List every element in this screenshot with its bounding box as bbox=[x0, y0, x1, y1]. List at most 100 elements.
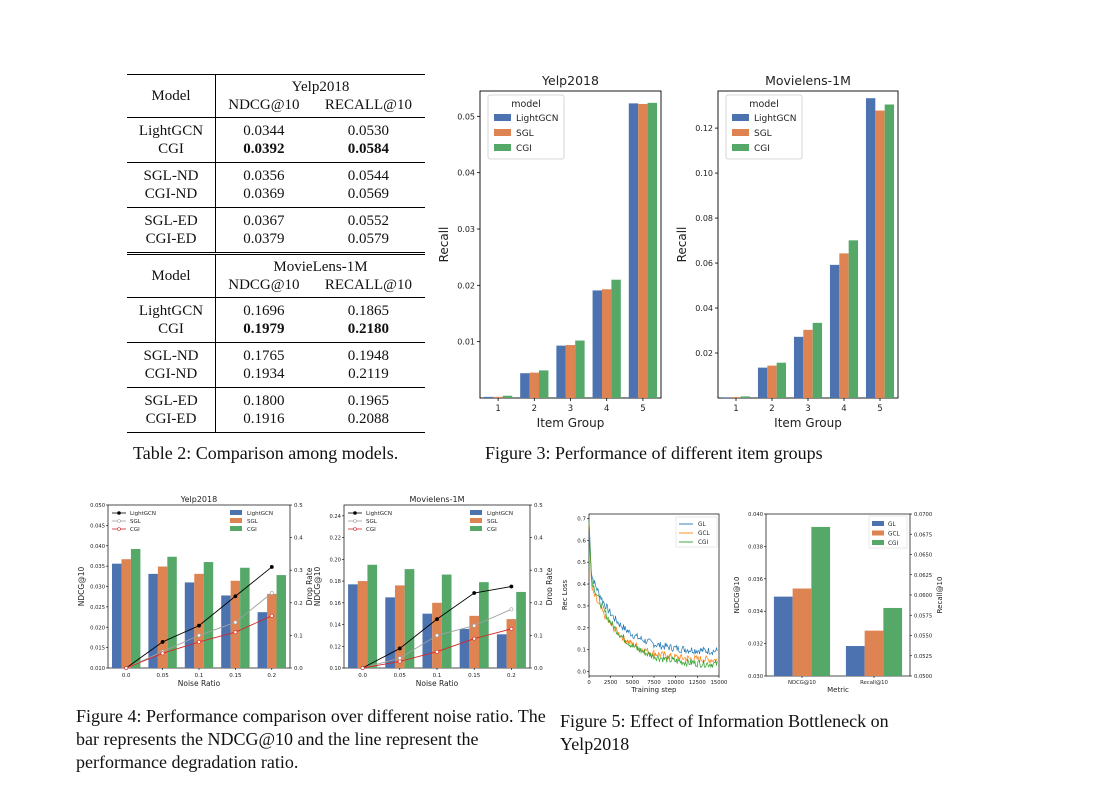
legend-label: CGI bbox=[366, 527, 376, 533]
bar-cgi bbox=[883, 607, 903, 676]
legend-label: LightGCN bbox=[516, 114, 558, 124]
bar-sgl bbox=[121, 559, 131, 668]
bar-cgi bbox=[130, 549, 141, 668]
legend-swatch bbox=[732, 114, 749, 121]
bar-lightgcn bbox=[865, 98, 876, 398]
figure-5a-chart: 0.0 0.1 0.2 0.3 0.4 0.5 0.6 0.7 0 2500 5000 7500 100… bbox=[561, 513, 728, 694]
bar-cgi bbox=[203, 562, 214, 668]
bar-cgi bbox=[404, 569, 415, 668]
model-name: LightGCN bbox=[127, 117, 216, 140]
figure-4a-chart: Yelp2018 0.010 0.015 0.020 0.025 0.030 0.035 0.… bbox=[77, 495, 314, 688]
legend-box bbox=[725, 94, 803, 160]
y2-tick-label: 0.1 bbox=[534, 633, 543, 639]
y-tick-label: 0.030 bbox=[90, 585, 105, 591]
x-tick-label: 5000 bbox=[626, 680, 640, 686]
y-tick-label: 0.010 bbox=[90, 666, 105, 672]
x-tick-label: 0.05 bbox=[156, 673, 169, 679]
legend-label: GL bbox=[888, 522, 896, 528]
y2-tick-label: 0.3 bbox=[534, 568, 543, 574]
x-tick-label: NDCG@10 bbox=[788, 680, 817, 686]
x-tick-label: Recall@10 bbox=[860, 680, 888, 686]
bar-sgl bbox=[803, 329, 813, 398]
line-point bbox=[197, 640, 201, 644]
bar-sgl bbox=[267, 593, 277, 668]
line-point bbox=[124, 666, 129, 670]
line-point bbox=[397, 646, 402, 651]
bar-lightgcn bbox=[385, 597, 395, 668]
y2-tick-label: 0.4 bbox=[294, 536, 303, 542]
y2-axis-label: Drop Rate bbox=[305, 567, 314, 605]
table-metric-row: NDCG@10 RECALL@10 bbox=[127, 96, 425, 118]
x-tick-label: 2 bbox=[532, 404, 537, 414]
line-point bbox=[197, 633, 201, 638]
x-tick-label: 3 bbox=[805, 404, 810, 414]
line-point bbox=[269, 591, 274, 595]
line-point bbox=[360, 666, 365, 670]
y-tick-label: 0.034 bbox=[748, 609, 764, 615]
legend-swatch bbox=[872, 540, 884, 545]
bar-cgi bbox=[575, 340, 585, 398]
bar-sgl bbox=[839, 253, 849, 398]
bar-lightgcn bbox=[556, 345, 566, 398]
y2-tick-label: 0.4 bbox=[534, 536, 543, 542]
legend-label: CGI bbox=[754, 144, 770, 154]
bar-sgl bbox=[529, 372, 540, 398]
legend-marker bbox=[353, 511, 357, 515]
loss-line-cgi bbox=[588, 520, 718, 669]
x-tick-label: 0.1 bbox=[195, 673, 204, 679]
line-point bbox=[509, 626, 514, 631]
legend-swatch bbox=[494, 144, 511, 151]
line-point bbox=[397, 656, 402, 661]
ndcg-value: 0.0379 bbox=[243, 231, 285, 247]
y-tick-label: 0.04 bbox=[457, 169, 475, 178]
bar-sgl bbox=[493, 396, 503, 398]
y-tick-label: 0.040 bbox=[748, 512, 763, 518]
metric-header: RECALL@10 bbox=[324, 97, 412, 113]
y-tick-label: 0.6 bbox=[577, 538, 586, 544]
recall-value: 0.2119 bbox=[348, 366, 389, 382]
line-point bbox=[435, 617, 439, 622]
bar-lightgcn bbox=[148, 573, 158, 668]
y-tick-label: 0.08 bbox=[695, 214, 713, 223]
figure-3-caption: Figure 3: Performance of different item … bbox=[485, 443, 823, 463]
bar-cgi bbox=[502, 395, 513, 398]
y2-tick-label: 0.0600 bbox=[914, 593, 932, 599]
y-tick-label: 0.030 bbox=[748, 674, 763, 680]
x-tick-label: 15000 bbox=[711, 680, 728, 686]
bar-cgi bbox=[611, 279, 621, 398]
legend-label: LightGCN bbox=[247, 511, 273, 517]
ndcg-value: 0.0356 bbox=[243, 168, 285, 184]
legend-swatch bbox=[230, 518, 242, 523]
bar-cgi bbox=[848, 240, 859, 398]
x-tick-label: 1 bbox=[495, 404, 500, 414]
line-point bbox=[233, 630, 238, 635]
bar-lightgcn bbox=[459, 628, 470, 668]
bar-lightgcn bbox=[829, 264, 840, 398]
bar-cgi bbox=[240, 567, 250, 668]
bar-cgi bbox=[479, 582, 489, 668]
y-tick-label: 0.02 bbox=[695, 349, 713, 358]
table-row: CGI-ND 0.1934 0.2119 bbox=[127, 365, 425, 388]
y-axis-label: Recall bbox=[437, 227, 451, 263]
chart-title: Yelp2018 bbox=[541, 73, 599, 88]
bar-lightgcn bbox=[757, 367, 768, 398]
y2-tick-label: 0.0700 bbox=[914, 512, 932, 518]
x-tick-label: 5 bbox=[877, 404, 882, 414]
table-row: LightGCN 0.1696 0.1865 bbox=[127, 297, 425, 320]
y-tick-label: 0.032 bbox=[748, 642, 763, 648]
y2-tick-label: 0.0625 bbox=[914, 573, 932, 579]
recall-value: 0.0579 bbox=[347, 231, 390, 247]
figure-3b-chart: Movielens-1M 0.02 0.04 0.06 0.08 0.10 0.12 1 2 3 4… bbox=[675, 73, 899, 430]
legend-swatch bbox=[470, 510, 482, 515]
ndcg-value: 0.0392 bbox=[243, 141, 285, 157]
bar-lightgcn bbox=[592, 290, 602, 398]
ndcg-value: 0.1934 bbox=[243, 366, 285, 382]
table-row: SGL-ND 0.0356 0.0544 bbox=[127, 162, 425, 185]
recall-value: 0.0569 bbox=[347, 186, 390, 202]
bar-lightgcn bbox=[184, 582, 195, 668]
bar-lightgcn bbox=[496, 634, 507, 668]
y-tick-label: 0.01 bbox=[457, 338, 475, 347]
y2-axis-label: Drop Rate bbox=[545, 567, 552, 605]
recall-value: 0.1865 bbox=[347, 303, 390, 319]
y-tick-label: 0.24 bbox=[329, 514, 341, 520]
